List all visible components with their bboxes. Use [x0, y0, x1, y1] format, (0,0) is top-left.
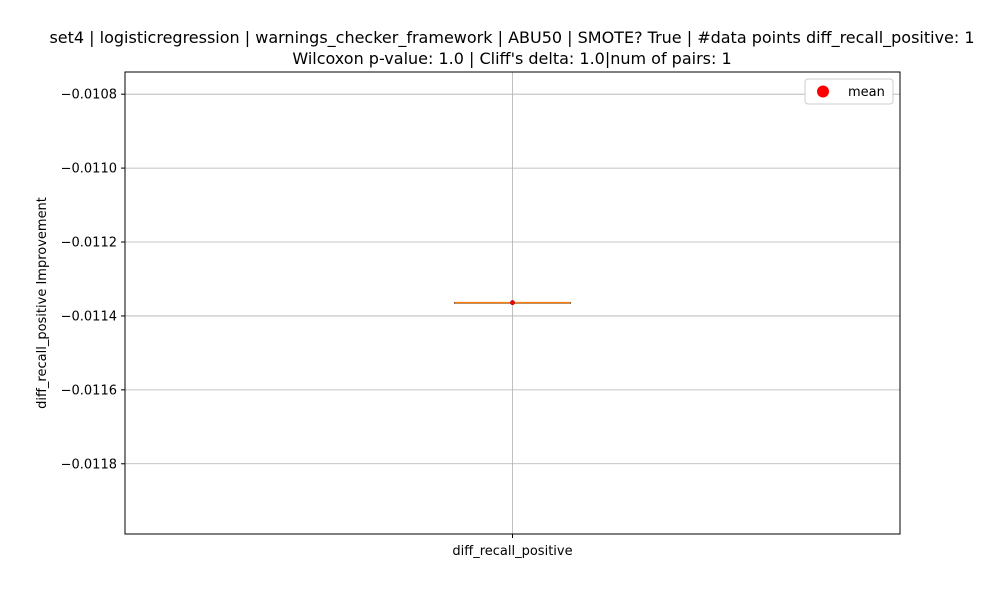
y-tick-label: −0.0112: [61, 236, 117, 251]
grid-lines: [125, 72, 900, 534]
y-tick-label: −0.0114: [61, 309, 117, 324]
legend-mean-marker: [817, 85, 829, 98]
plot-marks: [454, 300, 571, 306]
chart-title-line1: set4 | logisticregression | warnings_che…: [49, 28, 974, 48]
y-axis-label: diff_recall_positive Improvement: [35, 197, 50, 409]
y-axis: −0.0108 −0.0110 −0.0112 −0.0114 −0.0116 −0.01…: [61, 88, 125, 472]
chart-title-line2: Wilcoxon p-value: 1.0 | Cliff's delta: 1…: [292, 49, 731, 68]
y-tick-label: −0.0116: [61, 383, 117, 398]
legend-mean-label: mean: [848, 85, 885, 100]
legend: mean: [804, 78, 894, 105]
legend-box: [804, 78, 894, 105]
x-tick-label: diff_recall_positive: [452, 544, 572, 559]
x-axis: diff_recall_positive: [452, 534, 573, 559]
y-tick-label: −0.0110: [61, 162, 117, 177]
y-tick-label: −0.0118: [61, 457, 117, 472]
y-tick-label: −0.0108: [61, 88, 117, 103]
mean-marker: [510, 300, 515, 306]
